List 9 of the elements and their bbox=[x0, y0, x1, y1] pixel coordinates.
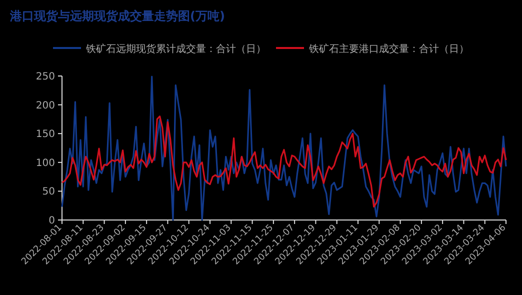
y-tick-label: 0 bbox=[48, 216, 55, 226]
y-tick-label: 200 bbox=[36, 100, 55, 112]
chart-title: 港口现货与远期现货成交量走势图(万吨) bbox=[9, 9, 225, 23]
legend-label: 铁矿石远期现货累计成交量：合计（日） bbox=[85, 43, 266, 55]
y-tick-label: 250 bbox=[36, 72, 55, 82]
y-tick-label: 150 bbox=[36, 129, 55, 140]
y-tick-label: 100 bbox=[36, 158, 55, 169]
legend-label: 铁矿石主要港口成交量：合计（日） bbox=[308, 43, 469, 55]
y-tick-label: 50 bbox=[42, 186, 55, 198]
